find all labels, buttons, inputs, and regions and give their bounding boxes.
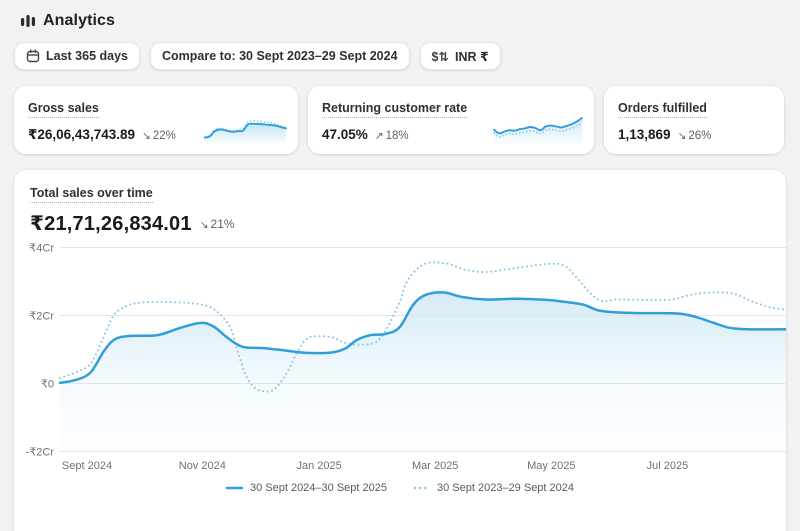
gross-sales-sparkline (204, 119, 287, 144)
svg-text:Mar 2025: Mar 2025 (412, 460, 458, 472)
returning-customer-rate-sparkline (493, 117, 583, 144)
returning-customer-rate-title: Returning customer rate (322, 101, 468, 118)
svg-text:₹4Cr: ₹4Cr (29, 243, 54, 255)
solid-line-swatch-icon (225, 486, 243, 490)
svg-text:₹0: ₹0 (41, 379, 54, 391)
svg-text:May 2025: May 2025 (527, 460, 575, 472)
analytics-bar-chart-icon (20, 13, 36, 29)
legend-item-current-period[interactable]: 30 Sept 2024–30 Sept 2025 (225, 482, 387, 494)
trend-up-icon: ↗ (374, 130, 384, 142)
total-sales-title: Total sales over time (30, 186, 153, 203)
date-range-label: Last 365 days (46, 49, 128, 63)
compare-to-button[interactable]: Compare to: 30 Sept 2023–29 Sept 2024 (150, 42, 410, 70)
total-sales-chart[interactable]: ₹4Cr ₹2Cr ₹0 -₹2Cr Sept 2024 Nov 2024 Jan 2025… (14, 238, 786, 478)
trend-down-icon: ↘ (199, 218, 209, 231)
svg-text:-₹2Cr: -₹2Cr (26, 447, 55, 459)
page-title: Analytics (43, 12, 116, 29)
currency-button[interactable]: $⇅ INR ₹ (419, 42, 501, 70)
svg-text:Jan 2025: Jan 2025 (296, 460, 341, 472)
chart-legend: 30 Sept 2024–30 Sept 2025 30 Sept 2023–2… (30, 482, 770, 494)
trend-down-icon: ↘ (142, 130, 151, 142)
legend-item-compare-period[interactable]: 30 Sept 2023–29 Sept 2024 (413, 482, 574, 494)
legend-label-compare: 30 Sept 2023–29 Sept 2024 (437, 482, 575, 494)
total-sales-chart-area[interactable]: ₹4Cr ₹2Cr ₹0 -₹2Cr Sept 2024 Nov 2024 Jan 2025… (14, 238, 786, 478)
gross-sales-title: Gross sales (28, 101, 99, 118)
total-sales-trend: ↘ 21% (199, 216, 235, 231)
gross-sales-trend: ↘ 22% (142, 130, 176, 142)
trend-down-icon: ↘ (677, 130, 687, 142)
orders-fulfilled-value: 1,13,869 (618, 127, 671, 142)
svg-text:Sept 2024: Sept 2024 (62, 460, 112, 472)
total-sales-card: Total sales over time ₹21,71,26,834.01 ↘… (14, 170, 786, 531)
dotted-line-swatch-icon (413, 486, 430, 490)
currency-exchange-icon: $⇅ (431, 49, 449, 64)
orders-fulfilled-title: Orders fulfilled (618, 101, 707, 118)
svg-text:Nov 2024: Nov 2024 (179, 460, 226, 472)
metric-cards-row: Gross sales ₹26,06,43,743.89 ↘ 22% Return… (14, 86, 786, 154)
returning-customer-rate-value: 47.05% (322, 127, 368, 142)
calendar-icon (26, 49, 40, 63)
gross-sales-value: ₹26,06,43,743.89 (28, 127, 135, 142)
gross-sales-card[interactable]: Gross sales ₹26,06,43,743.89 ↘ 22% (14, 86, 298, 154)
currency-label: INR ₹ (454, 49, 489, 64)
compare-to-label: Compare to: 30 Sept 2023–29 Sept 2024 (162, 49, 398, 63)
page-header: Analytics (14, 10, 786, 40)
svg-text:Jul 2025: Jul 2025 (647, 460, 689, 472)
orders-fulfilled-card[interactable]: Orders fulfilled 1,13,869 ↘ 26% (604, 86, 784, 154)
returning-customer-rate-card[interactable]: Returning customer rate 47.05% ↗ 18% (308, 86, 594, 154)
returning-customer-rate-trend: ↗ 18% (374, 130, 409, 142)
orders-fulfilled-trend: ↘ 26% (677, 130, 712, 142)
total-sales-value: ₹21,71,26,834.01 (30, 213, 192, 235)
svg-text:₹2Cr: ₹2Cr (29, 311, 54, 323)
filters-toolbar: Last 365 days Compare to: 30 Sept 2023–2… (14, 42, 786, 70)
legend-label-current: 30 Sept 2024–30 Sept 2025 (249, 482, 387, 494)
date-range-button[interactable]: Last 365 days (14, 42, 140, 70)
